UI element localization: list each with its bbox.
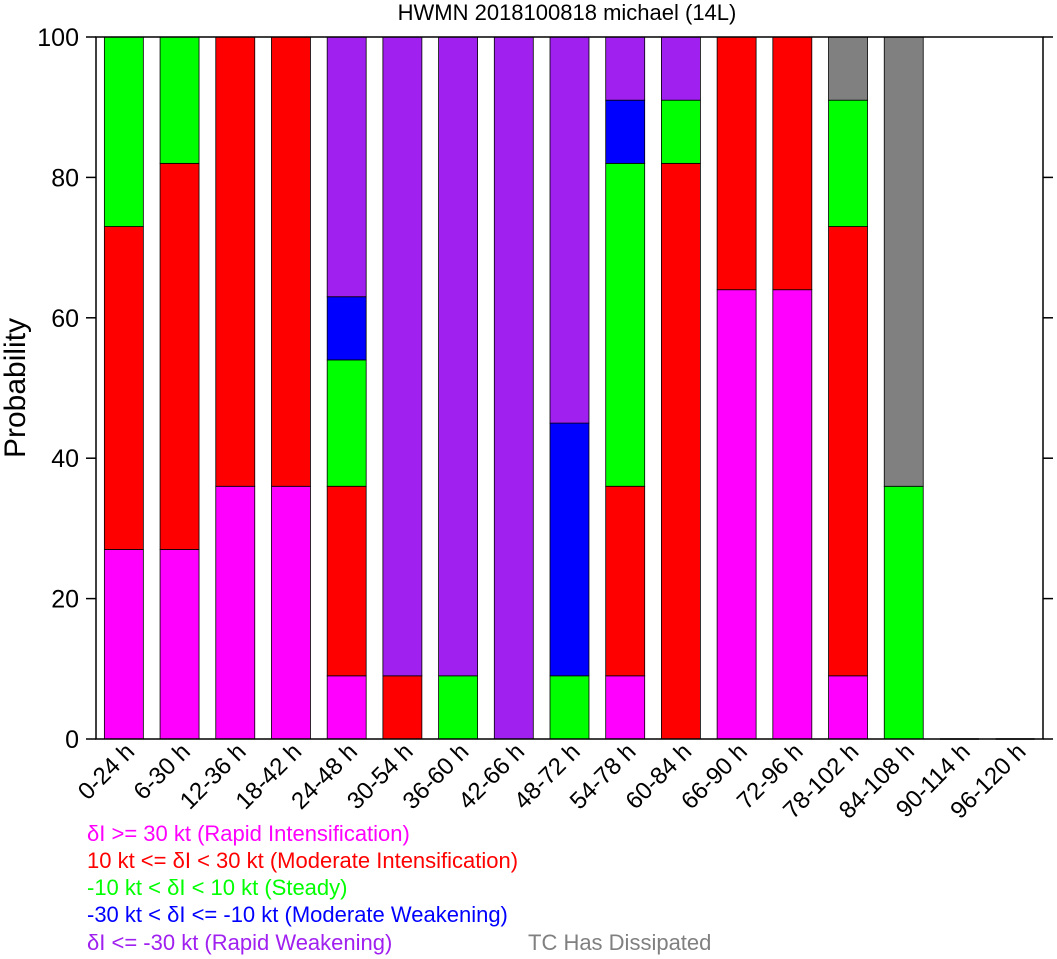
x-axis-ticks: 0-24 h6-30 h12-36 h18-42 h24-48 h30-54 h… <box>73 738 1032 824</box>
bar-0-24-h-rapid-intensification <box>103 549 144 740</box>
bar-54-78-h-steady <box>605 162 646 487</box>
bar-72-96-h-moderate-intensification <box>772 36 813 291</box>
bar-66-90-h-rapid-intensification <box>716 289 757 740</box>
bar-48-72-h-rapid-weakening <box>549 36 590 424</box>
legend-item-moderate-weakening: -30 kt < δI <= -10 kt (Moderate Weakenin… <box>87 902 508 927</box>
bar-18-42-h-moderate-intensification <box>271 36 311 487</box>
bar-6-30-h-moderate-intensification <box>159 162 200 550</box>
bar-54-78-h-moderate-intensification <box>605 485 646 677</box>
legend-item-rapid-intensification: δI >= 30 kt (Rapid Intensification) <box>87 821 410 846</box>
y-tick-label-60: 60 <box>51 305 79 333</box>
y-tick-label-100: 100 <box>37 24 79 52</box>
bar-48-72-h-steady <box>549 675 590 740</box>
bar-60-84-h-moderate-intensification <box>661 162 701 740</box>
y-axis-ticks: 0 20 40 60 80 100 <box>37 24 1053 754</box>
legend-item-rapid-weakening: δI <= -30 kt (Rapid Weakening) <box>87 930 392 955</box>
chart-title: HWMN 2018100818 michael (14L) <box>398 0 737 25</box>
bar-24-48-h-moderate-weakening <box>326 296 367 361</box>
bar-54-78-h-moderate-weakening <box>605 99 646 164</box>
bar-30-54-h-rapid-weakening <box>382 36 423 677</box>
y-tick-label-40: 40 <box>51 445 79 473</box>
bar-24-48-h-rapid-intensification <box>326 675 367 740</box>
bar-78-102-h-moderate-intensification <box>828 226 868 677</box>
bar-24-48-h-steady <box>326 359 367 487</box>
bar-48-72-h-moderate-weakening <box>549 422 590 677</box>
bar-24-48-h-rapid-weakening <box>326 36 367 298</box>
plot-frame <box>95 36 1044 740</box>
bar-6-30-h-rapid-intensification <box>159 549 200 740</box>
y-tick-label-0: 0 <box>65 726 79 754</box>
bar-12-36-h-moderate-intensification <box>215 36 256 487</box>
bar-54-78-h-rapid-intensification <box>605 675 646 740</box>
legend-item-dissipated: TC Has Dissipated <box>528 930 711 955</box>
bar-54-78-h-rapid-weakening <box>605 36 646 101</box>
bar-84-108-h-dissipated <box>883 36 924 487</box>
bar-78-102-h-dissipated <box>828 36 868 101</box>
bars-layer <box>103 36 1035 740</box>
x-tick-label-0-24-h: 0-24 h <box>73 738 140 805</box>
bar-36-60-h-steady <box>438 675 478 740</box>
bar-66-90-h-moderate-intensification <box>716 36 757 291</box>
bar-0-24-h-moderate-intensification <box>103 226 144 550</box>
bar-24-48-h-moderate-intensification <box>326 485 367 677</box>
bar-60-84-h-rapid-weakening <box>661 36 701 101</box>
bar-0-24-h-steady <box>103 36 144 227</box>
bar-36-60-h-rapid-weakening <box>438 36 478 677</box>
legend-item-steady: -10 kt < δI < 10 kt (Steady) <box>87 875 347 900</box>
legend-item-moderate-intensification: 10 kt <= δI < 30 kt (Moderate Intensific… <box>87 848 518 873</box>
bar-6-30-h-steady <box>159 36 200 164</box>
bar-30-54-h-moderate-intensification <box>382 675 423 740</box>
bar-12-36-h-rapid-intensification <box>215 485 256 740</box>
y-tick-label-80: 80 <box>51 164 79 192</box>
bar-18-42-h-rapid-intensification <box>271 485 311 740</box>
bar-60-84-h-steady <box>661 99 701 164</box>
y-tick-label-20: 20 <box>51 586 79 614</box>
y-axis-label: Probability <box>0 318 32 458</box>
bar-78-102-h-rapid-intensification <box>828 675 868 740</box>
bar-84-108-h-steady <box>883 485 924 740</box>
bar-72-96-h-rapid-intensification <box>772 289 813 740</box>
bar-78-102-h-steady <box>828 99 868 227</box>
bar-42-66-h-rapid-weakening <box>493 36 534 740</box>
